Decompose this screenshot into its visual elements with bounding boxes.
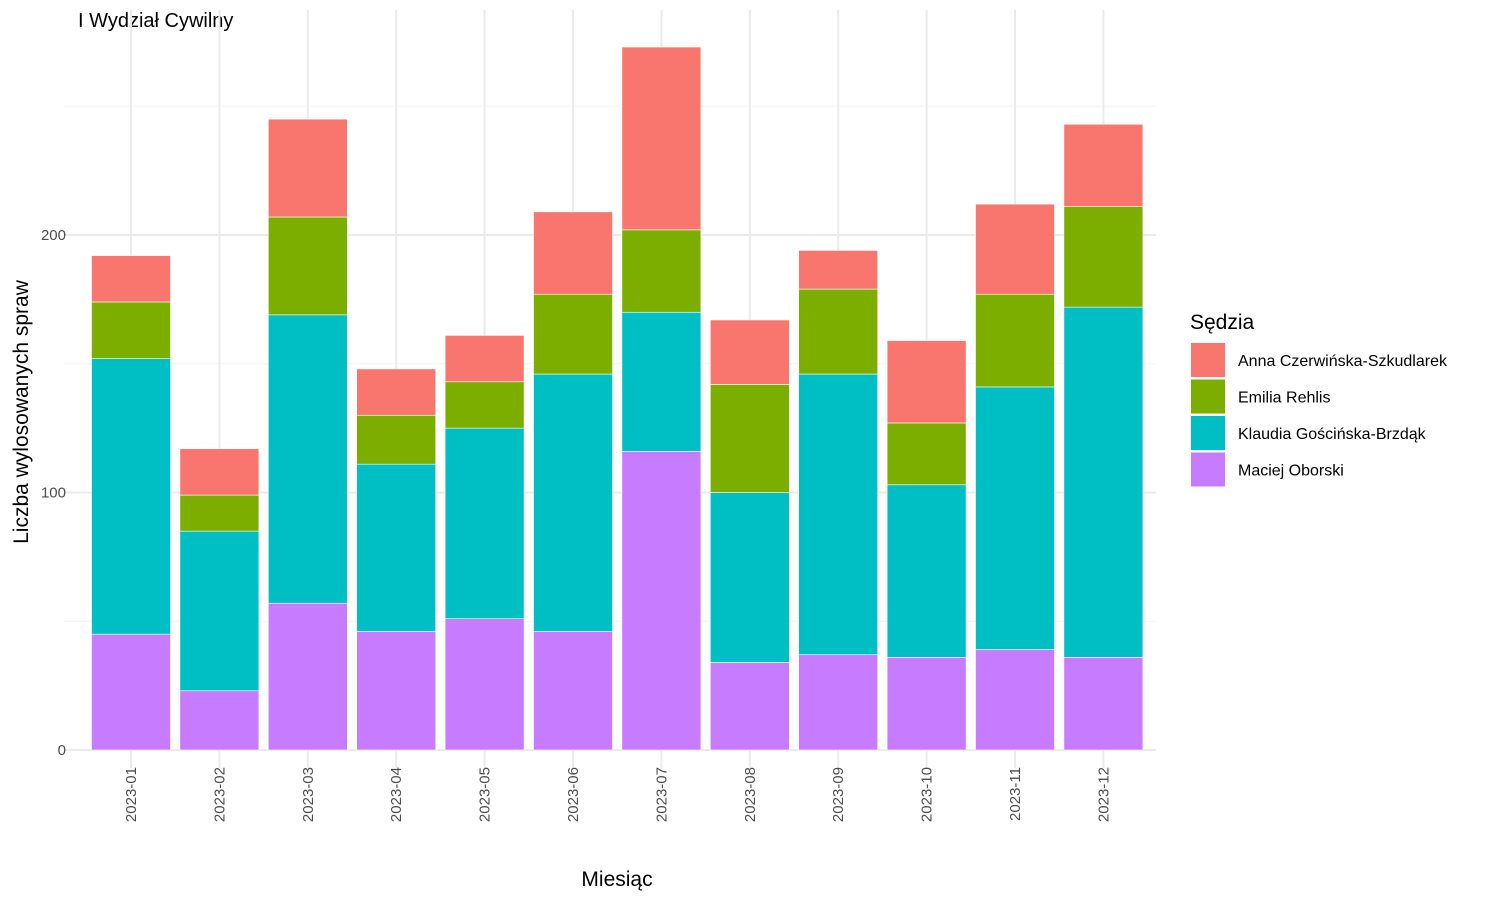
x-tick-label: 2023-01 [123,767,140,822]
bar-segment: 2023-03 — Klaudia Gościńska-Brzdąk: 112 [267,314,348,604]
legend-swatch [1191,452,1225,487]
bar-segment: 2023-09 — Maciej Oborski: 37 [798,654,879,751]
bar-segment: 2023-03 — Emilia Rehlis: 38 [267,216,348,316]
bar-segment: 2023-05 — Klaudia Gościńska-Brzdąk: 74 [444,427,525,619]
bar-segment: 2023-06 — Emilia Rehlis: 31 [533,293,613,375]
bar-segment: 2023-06 — Klaudia Gościńska-Brzdąk: 100 [533,373,613,632]
bar-segment: 2023-10 — Emilia Rehlis: 24 [886,422,967,486]
bar-segment: 2023-08 — Klaudia Gościńska-Brzdąk: 66 [709,492,790,663]
bar-segment: 2023-07 — Klaudia Gościńska-Brzdąk: 54 [621,311,702,452]
legend-swatch [1191,379,1225,414]
bar-segment: 2023-01 — Klaudia Gościńska-Brzdąk: 107 [91,358,171,635]
x-axis-ticks: 2023-01 2023-02 2023-03 2023-04 2023-05 2023-… [123,767,1112,822]
bar-segment: 2023-09 — Anna Czerwińska-Szkudlarek: 15 [798,250,879,290]
bar-segment: 2023-08 — Emilia Rehlis: 42 [709,384,790,493]
legend-swatch [1191,343,1225,377]
y-axis-title: Liczba wylosowanych spraw [10,279,33,544]
x-tick-label: 2023-06 [565,767,582,822]
legend: Sędzia Anna Czerwińska-Szkudlarek Emilia … [1190,311,1448,487]
bar-segment: 2023-05 — Emilia Rehlis: 18 [444,381,525,429]
bar-segment: 2023-02 — Anna Czerwińska-Szkudlarek: 18 [179,448,260,496]
bar-segment: 2023-07 — Maciej Oborski: 116 [621,450,702,751]
bar-segment: 2023-10 — Klaudia Gościńska-Brzdąk: 67 [886,484,967,658]
x-tick-label: 2023-07 [653,767,670,822]
bar-segment: 2023-11 — Klaudia Gościńska-Brzdąk: 102 [975,386,1055,650]
legend-label: Anna Czerwińska-Szkudlarek [1238,353,1448,370]
x-tick-label: 2023-08 [742,767,759,822]
bar-segment: 2023-11 — Anna Czerwińska-Szkudlarek: 35 [975,203,1055,295]
bar-segment: 2023-07 — Emilia Rehlis: 32 [621,229,702,313]
bar-segment: 2023-09 — Klaudia Gościńska-Brzdąk: 109 [798,373,879,656]
bars: 2023-01 — Maciej Oborski: 452023-01 — Kl… [91,46,1144,751]
y-axis-ticks: 0 100 200 [41,227,66,759]
bar-segment: 2023-12 — Maciej Oborski: 36 [1063,656,1144,751]
bar-segment: 2023-02 — Maciej Oborski: 23 [179,690,260,751]
bar-segment: 2023-01 — Anna Czerwińska-Szkudlarek: 18 [91,255,171,303]
bar-segment: 2023-08 — Maciej Oborski: 34 [709,662,790,751]
x-axis-title: Miesiąc [581,868,652,891]
bar-segment: 2023-10 — Maciej Oborski: 36 [886,656,967,751]
bar-segment: 2023-09 — Emilia Rehlis: 33 [798,288,879,375]
bar-segment: 2023-02 — Emilia Rehlis: 14 [179,494,260,532]
x-tick-label: 2023-12 [1095,767,1112,822]
bar-segment: 2023-02 — Klaudia Gościńska-Brzdąk: 62 [179,530,260,692]
legend-label: Emilia Rehlis [1238,390,1330,407]
bar-segment: 2023-05 — Anna Czerwińska-Szkudlarek: 18 [444,335,525,383]
bar-segment: 2023-12 — Klaudia Gościńska-Brzdąk: 136 [1063,306,1144,658]
x-tick-label: 2023-10 [919,767,936,822]
x-tick-label: 2023-02 [211,767,228,822]
bar-segment: 2023-12 — Emilia Rehlis: 39 [1063,206,1144,308]
bar-segment: 2023-03 — Anna Czerwińska-Szkudlarek: 38 [267,118,348,218]
legend-title: Sędzia [1190,311,1255,334]
y-tick-label: 200 [41,227,66,244]
bar-segment: 2023-04 — Klaudia Gościńska-Brzdąk: 65 [356,463,437,632]
legend-swatch [1191,416,1225,450]
y-tick-label: 100 [41,485,66,502]
chart-title: I Wydział Cywilny [78,10,233,32]
x-tick-label: 2023-04 [388,767,405,822]
bar-segment: 2023-04 — Emilia Rehlis: 19 [356,414,437,465]
x-tick-label: 2023-03 [300,767,317,822]
bar-segment: 2023-03 — Maciej Oborski: 57 [267,602,348,751]
bar-segment: 2023-01 — Emilia Rehlis: 22 [91,301,171,359]
bar-segment: 2023-01 — Maciej Oborski: 45 [91,633,171,751]
bar-segment: 2023-04 — Anna Czerwińska-Szkudlarek: 18 [356,368,437,416]
bar-segment: 2023-06 — Anna Czerwińska-Szkudlarek: 32 [533,211,613,295]
bar-segment: 2023-11 — Maciej Oborski: 39 [975,649,1055,751]
bar-segment: 2023-07 — Anna Czerwińska-Szkudlarek: 71 [621,46,702,231]
legend-label: Klaudia Gościńska-Brzdąk [1238,426,1427,443]
legend-label: Maciej Oborski [1238,463,1344,480]
y-tick-label: 0 [58,742,66,759]
bar-segment: 2023-04 — Maciej Oborski: 46 [356,631,437,751]
bar-segment: 2023-12 — Anna Czerwińska-Szkudlarek: 32 [1063,123,1144,207]
x-tick-label: 2023-05 [477,767,494,822]
bar-segment: 2023-11 — Emilia Rehlis: 36 [975,293,1055,388]
x-tick-label: 2023-11 [1007,767,1024,821]
x-tick-label: 2023-09 [830,767,847,822]
bar-segment: 2023-10 — Anna Czerwińska-Szkudlarek: 32 [886,340,967,424]
bar-segment: 2023-06 — Maciej Oborski: 46 [533,631,613,751]
bar-segment: 2023-05 — Maciej Oborski: 51 [444,618,525,751]
bar-segment: 2023-08 — Anna Czerwińska-Szkudlarek: 25 [709,319,790,385]
